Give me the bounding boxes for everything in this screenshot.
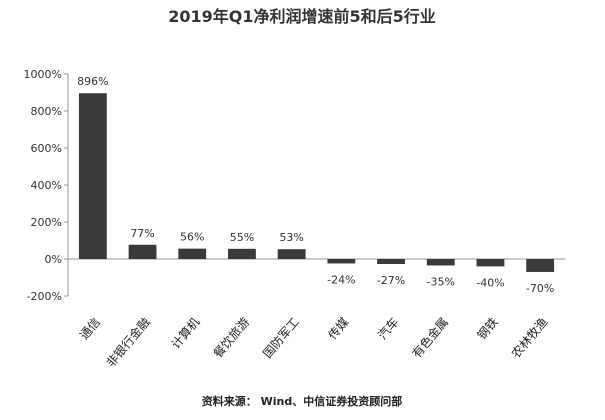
category-label-2: 非银行金融: [103, 314, 153, 370]
data-label-6: -24%: [327, 273, 355, 286]
category-label-8: 有色金属: [409, 314, 451, 360]
y-tick-label: 1000%: [24, 68, 62, 81]
bar-1: [78, 93, 107, 260]
category-label-10: 农林牧渔: [509, 315, 551, 361]
y-tick-label: -200%: [27, 290, 62, 303]
bar-2: [128, 244, 157, 259]
data-label-1: 896%: [77, 75, 108, 88]
y-tick-label: 400%: [31, 179, 62, 192]
bar-4: [228, 248, 256, 259]
data-label-3: 56%: [180, 231, 204, 244]
bar-7: [377, 259, 405, 264]
category-label-1: 通信: [77, 315, 103, 342]
bar-8: [426, 259, 455, 266]
data-label-4: 55%: [230, 231, 254, 244]
data-label-5: 53%: [279, 231, 303, 244]
category-label-6: 传媒: [325, 314, 352, 342]
plot-area: -200% 0% 200% 400% 600% 800% 1000% 896% 通信 77% 非银行…: [24, 68, 565, 370]
bar-9: [476, 259, 505, 267]
category-label-9: 钢铁: [475, 315, 501, 342]
y-tick-label: 0%: [45, 253, 62, 266]
category-label-3: 计算机: [168, 314, 203, 351]
category-label-4: 餐饮旅游: [210, 314, 252, 360]
data-label-7: -27%: [377, 274, 405, 287]
chart-title: 2019年Q1净利润增速前5和后5行业: [168, 7, 436, 26]
data-label-9: -40%: [476, 276, 504, 289]
category-label-5: 国防军工: [260, 314, 302, 360]
bar-5: [277, 249, 306, 259]
y-tick-label: 200%: [31, 216, 62, 229]
category-label-7: 汽车: [374, 314, 401, 342]
bar-10: [526, 259, 555, 272]
data-label-8: -35%: [427, 275, 455, 288]
bar-3: [178, 248, 207, 259]
y-tick-label: 600%: [31, 142, 62, 155]
chart-source: 资料来源： Wind、中信证券投资顾问部: [202, 394, 402, 408]
bar-6: [327, 259, 356, 264]
data-label-10: -70%: [526, 282, 554, 295]
y-tick-label: 800%: [31, 105, 62, 118]
data-label-2: 77%: [130, 227, 154, 240]
